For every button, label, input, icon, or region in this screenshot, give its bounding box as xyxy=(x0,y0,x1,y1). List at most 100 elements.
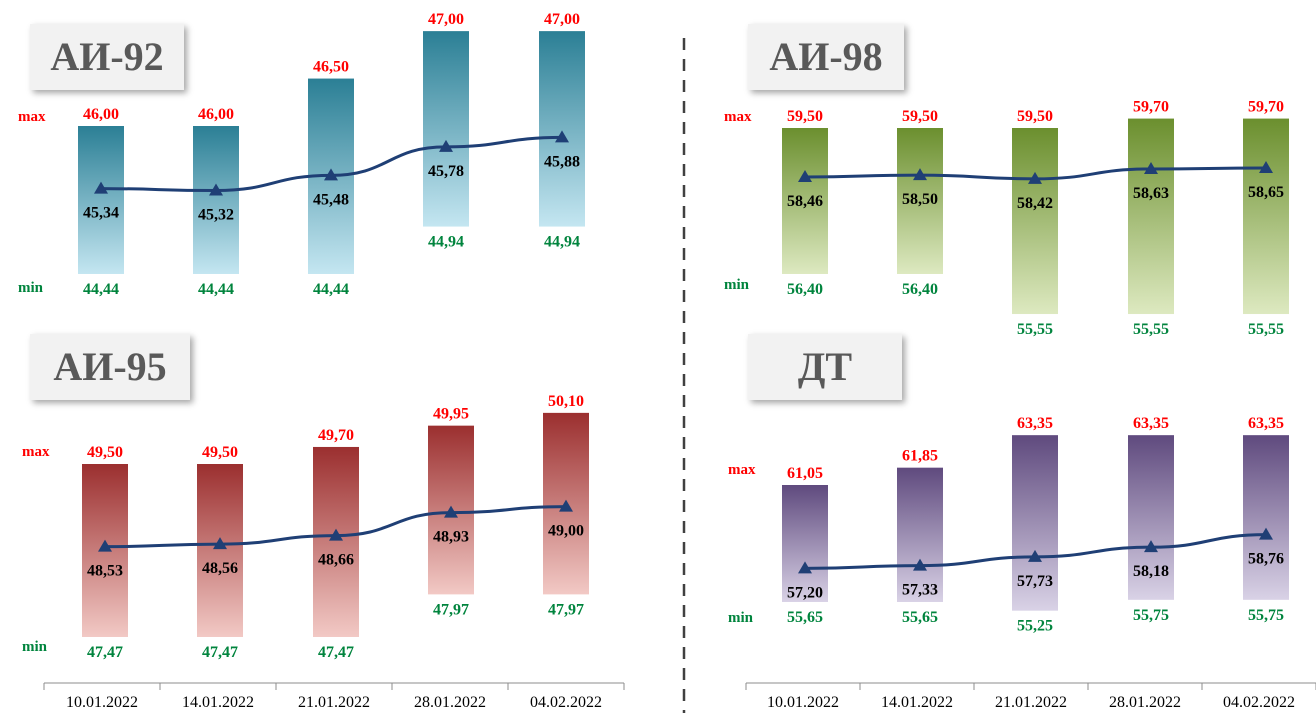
min-label-ai95-5: 47,97 xyxy=(548,601,584,618)
min-label-ai92-3: 44,44 xyxy=(313,281,349,298)
bar-dt-1 xyxy=(782,485,828,602)
avg-label-dt-5: 58,76 xyxy=(1248,551,1284,568)
bar-dt-5 xyxy=(1243,435,1289,600)
avg-marker-ai95-4 xyxy=(444,505,458,518)
avg-label-ai92-2: 45,32 xyxy=(198,207,234,224)
max-label-ai98-2: 59,50 xyxy=(902,108,938,125)
max-label-ai92-4: 47,00 xyxy=(428,11,464,28)
row-label-min-ai92: min xyxy=(18,280,44,296)
x-date-right-2: 14.01.2022 xyxy=(881,694,953,711)
avg-label-dt-2: 57,33 xyxy=(902,582,938,599)
bar-ai92-4 xyxy=(423,31,469,227)
min-label-dt-1: 55,65 xyxy=(787,609,823,626)
avg-marker-dt-5 xyxy=(1259,527,1273,540)
max-label-ai92-5: 47,00 xyxy=(544,11,580,28)
avg-label-ai98-2: 58,50 xyxy=(902,191,938,208)
bar-ai95-3 xyxy=(313,446,359,637)
x-date-right-4: 28.01.2022 xyxy=(1109,694,1181,711)
row-label-max-ai95: max xyxy=(22,444,50,460)
bar-ai98-4 xyxy=(1128,118,1174,315)
x-date-left-1: 10.01.2022 xyxy=(66,694,138,711)
row-label-max-ai98: max xyxy=(724,109,752,125)
bar-ai98-2 xyxy=(897,128,943,274)
avg-marker-dt-1 xyxy=(798,561,812,574)
max-label-ai92-2: 46,00 xyxy=(198,106,234,123)
avg-marker-ai98-5 xyxy=(1259,161,1273,174)
max-label-dt-4: 63,35 xyxy=(1133,415,1169,432)
max-label-ai95-3: 49,70 xyxy=(318,427,354,444)
max-label-ai98-5: 59,70 xyxy=(1248,99,1284,116)
max-label-ai92-1: 46,00 xyxy=(83,106,119,123)
avg-marker-ai95-2 xyxy=(213,537,227,550)
x-date-left-5: 04.02.2022 xyxy=(530,694,602,711)
avg-marker-ai98-4 xyxy=(1144,161,1158,174)
min-label-ai95-1: 47,47 xyxy=(87,644,123,661)
max-label-ai92-3: 46,50 xyxy=(313,59,349,76)
min-label-ai95-4: 47,97 xyxy=(433,601,469,618)
min-label-ai95-2: 47,47 xyxy=(202,644,238,661)
max-label-dt-1: 61,05 xyxy=(787,465,823,482)
min-label-dt-4: 55,75 xyxy=(1133,607,1169,624)
min-label-ai98-2: 56,40 xyxy=(902,281,938,298)
bar-ai92-2 xyxy=(193,126,239,274)
avg-label-ai95-5: 49,00 xyxy=(548,523,584,540)
min-label-ai95-3: 47,47 xyxy=(318,644,354,661)
x-date-left-3: 21.01.2022 xyxy=(298,694,370,711)
bar-dt-3 xyxy=(1012,435,1058,611)
max-label-dt-3: 63,35 xyxy=(1017,415,1053,432)
x-date-left-4: 28.01.2022 xyxy=(414,694,486,711)
avg-marker-ai92-2 xyxy=(209,183,223,196)
min-label-ai92-5: 44,94 xyxy=(544,234,580,251)
bar-dt-2 xyxy=(897,467,943,602)
avg-marker-ai92-5 xyxy=(555,130,569,143)
max-label-dt-2: 61,85 xyxy=(902,448,938,465)
bar-ai92-5 xyxy=(539,31,585,227)
row-label-max-dt: max xyxy=(728,462,756,478)
x-date-left-2: 14.01.2022 xyxy=(182,694,254,711)
row-label-min-ai98: min xyxy=(724,277,750,293)
avg-label-ai95-3: 48,66 xyxy=(318,552,354,569)
avg-label-ai95-4: 48,93 xyxy=(433,529,469,546)
min-label-ai92-2: 44,44 xyxy=(198,281,234,298)
row-label-min-ai95: min xyxy=(22,639,48,655)
avg-label-ai98-5: 58,65 xyxy=(1248,184,1284,201)
avg-label-ai92-1: 45,34 xyxy=(83,205,119,222)
avg-marker-ai92-1 xyxy=(94,181,108,194)
title-dt: ДТ xyxy=(748,334,902,400)
avg-marker-ai98-1 xyxy=(798,169,812,182)
max-label-ai95-1: 49,50 xyxy=(87,444,123,461)
avg-label-dt-1: 57,20 xyxy=(787,584,823,601)
avg-marker-dt-2 xyxy=(913,558,927,571)
bar-ai92-1 xyxy=(78,126,124,274)
row-label-max-ai92: max xyxy=(18,109,46,125)
avg-label-ai95-2: 48,56 xyxy=(202,560,238,577)
bar-dt-4 xyxy=(1128,435,1174,600)
max-label-dt-5: 63,35 xyxy=(1248,415,1284,432)
avg-marker-dt-3 xyxy=(1028,549,1042,562)
min-label-ai92-1: 44,44 xyxy=(83,281,119,298)
x-date-right-3: 21.01.2022 xyxy=(995,694,1067,711)
max-label-ai98-1: 59,50 xyxy=(787,108,823,125)
min-label-ai98-3: 55,55 xyxy=(1017,321,1053,338)
avg-label-ai98-4: 58,63 xyxy=(1133,185,1169,202)
min-label-dt-2: 55,65 xyxy=(902,609,938,626)
avg-marker-ai95-5 xyxy=(559,499,573,512)
title-ai98: АИ-98 xyxy=(748,24,904,90)
avg-label-ai92-5: 45,88 xyxy=(544,153,580,170)
min-label-ai98-4: 55,55 xyxy=(1133,321,1169,338)
avg-label-ai98-1: 58,46 xyxy=(787,193,823,210)
avg-label-ai98-3: 58,42 xyxy=(1017,195,1053,212)
avg-marker-ai92-4 xyxy=(439,139,453,152)
avg-marker-ai92-3 xyxy=(324,168,338,181)
max-label-ai95-5: 50,10 xyxy=(548,393,584,410)
title-ai92: АИ-92 xyxy=(30,24,184,90)
title-ai95: АИ-95 xyxy=(30,334,190,400)
bar-ai98-5 xyxy=(1243,118,1289,315)
max-label-ai95-2: 49,50 xyxy=(202,444,238,461)
max-label-ai95-4: 49,95 xyxy=(433,406,469,423)
min-label-ai98-1: 56,40 xyxy=(787,281,823,298)
max-label-ai98-3: 59,50 xyxy=(1017,108,1053,125)
min-label-dt-3: 55,25 xyxy=(1017,618,1053,635)
x-date-right-5: 04.02.2022 xyxy=(1223,694,1295,711)
